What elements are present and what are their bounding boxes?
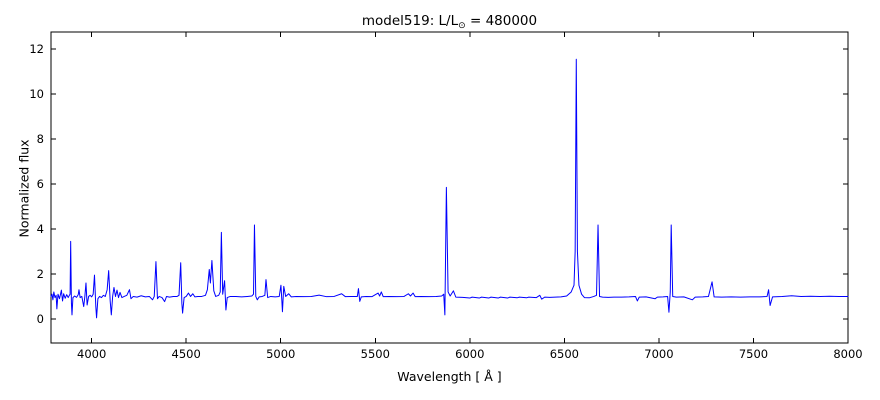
x-tick-label: 5000 [266, 347, 296, 361]
y-tick-label: 4 [36, 221, 44, 236]
x-tick-label: 6000 [455, 347, 485, 361]
spectrum-line [50, 58, 849, 319]
y-tick-label: 10 [29, 87, 44, 102]
x-tick-label: 6500 [549, 347, 579, 361]
x-axis-label: Wavelength [ Å ] [397, 369, 502, 384]
x-tick-label: 7500 [738, 347, 769, 361]
x-tick-label: 5500 [360, 347, 390, 361]
x-tick-label: 8000 [833, 347, 863, 361]
y-tick-label: 6 [36, 177, 44, 191]
chart-title-prefix: model519: L/L [361, 13, 459, 29]
plot-frame [50, 31, 849, 344]
x-tick-label: 7000 [644, 347, 674, 361]
y-tick-label: 0 [36, 311, 44, 326]
y-tick-label: 8 [36, 132, 44, 147]
y-tick-label: 2 [36, 266, 44, 281]
chart-title: model519: L/L⊙ = 480000 [51, 13, 848, 31]
y-tick-label: 12 [29, 42, 44, 57]
x-tick-label: 4500 [171, 347, 201, 361]
x-tick-label: 4000 [77, 347, 107, 361]
solar-symbol: ⊙ [458, 21, 466, 31]
chart-title-suffix: = 480000 [465, 13, 538, 29]
